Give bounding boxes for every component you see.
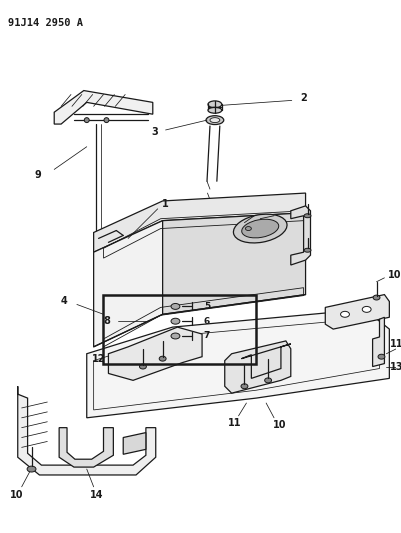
- Ellipse shape: [170, 333, 179, 339]
- Ellipse shape: [245, 227, 251, 230]
- Polygon shape: [224, 341, 290, 393]
- Text: 11: 11: [389, 339, 401, 349]
- Text: 11: 11: [227, 418, 241, 428]
- Text: 13: 13: [389, 361, 401, 372]
- Ellipse shape: [170, 303, 179, 309]
- Text: 12: 12: [91, 354, 105, 364]
- Ellipse shape: [27, 466, 36, 472]
- Text: 10: 10: [273, 419, 286, 430]
- Polygon shape: [59, 427, 113, 467]
- Ellipse shape: [264, 378, 271, 383]
- Ellipse shape: [361, 306, 370, 312]
- Ellipse shape: [340, 311, 348, 317]
- Text: 3: 3: [151, 127, 158, 137]
- Ellipse shape: [241, 384, 247, 389]
- Polygon shape: [93, 193, 305, 252]
- Text: 10: 10: [10, 490, 23, 500]
- Polygon shape: [54, 91, 152, 124]
- Text: 6: 6: [203, 317, 210, 326]
- Text: 9: 9: [34, 171, 41, 180]
- Polygon shape: [123, 433, 146, 454]
- Text: 14: 14: [90, 490, 103, 500]
- Ellipse shape: [139, 364, 146, 369]
- Polygon shape: [290, 206, 310, 265]
- Ellipse shape: [159, 356, 166, 361]
- Ellipse shape: [205, 116, 223, 125]
- Polygon shape: [18, 386, 155, 475]
- Polygon shape: [162, 213, 305, 314]
- Ellipse shape: [207, 101, 221, 108]
- Polygon shape: [87, 309, 389, 418]
- Ellipse shape: [104, 118, 109, 123]
- Text: 8: 8: [103, 316, 109, 326]
- Ellipse shape: [303, 214, 310, 217]
- Text: 5: 5: [203, 302, 210, 311]
- Ellipse shape: [372, 295, 379, 300]
- Bar: [103, 295, 256, 364]
- Ellipse shape: [209, 118, 219, 123]
- Text: 4: 4: [61, 296, 67, 306]
- Ellipse shape: [207, 107, 221, 113]
- Ellipse shape: [84, 118, 89, 123]
- Ellipse shape: [233, 214, 286, 243]
- Text: 7: 7: [203, 332, 210, 341]
- Text: 91J14 2950 A: 91J14 2950 A: [8, 18, 83, 28]
- Polygon shape: [93, 221, 162, 347]
- Text: 1: 1: [162, 199, 168, 209]
- Ellipse shape: [303, 248, 310, 252]
- Ellipse shape: [377, 354, 384, 359]
- Text: 2: 2: [300, 93, 306, 103]
- Polygon shape: [324, 295, 389, 329]
- Ellipse shape: [241, 219, 278, 238]
- Ellipse shape: [170, 318, 179, 324]
- Polygon shape: [108, 327, 202, 381]
- Text: 10: 10: [387, 270, 400, 280]
- Polygon shape: [372, 317, 383, 367]
